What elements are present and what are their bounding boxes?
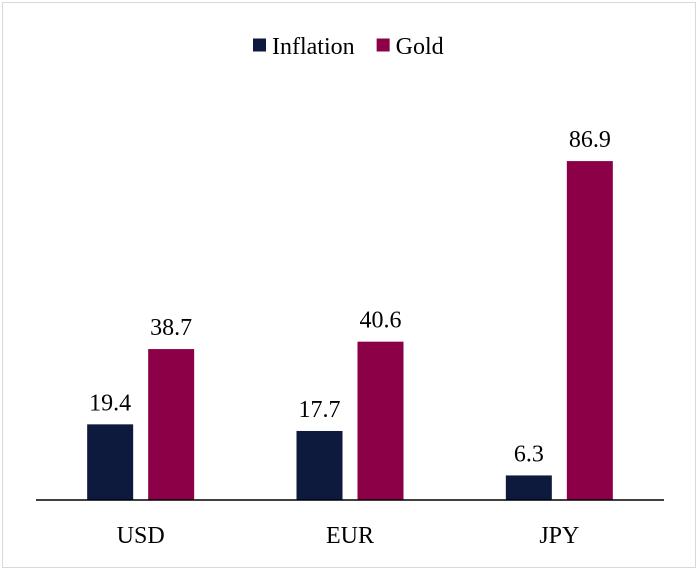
bar-inflation-usd	[87, 424, 134, 500]
bars-group	[87, 161, 613, 500]
data-label-inflation-jpy: 6.3	[514, 441, 544, 467]
legend-swatch-inflation	[253, 38, 266, 52]
legend-label-gold: Gold	[396, 34, 444, 60]
data-labels-group: 19.4 38.7 17.7 40.6 6.3 86.9	[89, 127, 611, 467]
bar-gold-usd	[148, 349, 195, 500]
data-label-inflation-eur: 17.7	[299, 397, 341, 423]
data-label-gold-jpy: 86.9	[569, 127, 611, 153]
data-label-inflation-usd: 19.4	[89, 390, 131, 416]
x-tick-label-usd: USD	[117, 523, 165, 549]
x-tick-label-eur: EUR	[326, 523, 374, 549]
bar-inflation-jpy	[505, 475, 552, 500]
legend: Inflation Gold	[253, 34, 444, 60]
legend-label-inflation: Inflation	[272, 34, 355, 60]
data-label-gold-eur: 40.6	[360, 308, 402, 334]
legend-swatch-gold	[376, 38, 390, 52]
bar-gold-eur	[357, 341, 404, 500]
x-tick-labels: USD EUR JPY	[117, 523, 580, 549]
bar-inflation-eur	[296, 430, 343, 500]
bar-gold-jpy	[566, 161, 613, 500]
data-label-gold-usd: 38.7	[150, 315, 192, 341]
x-tick-label-jpy: JPY	[539, 523, 579, 549]
